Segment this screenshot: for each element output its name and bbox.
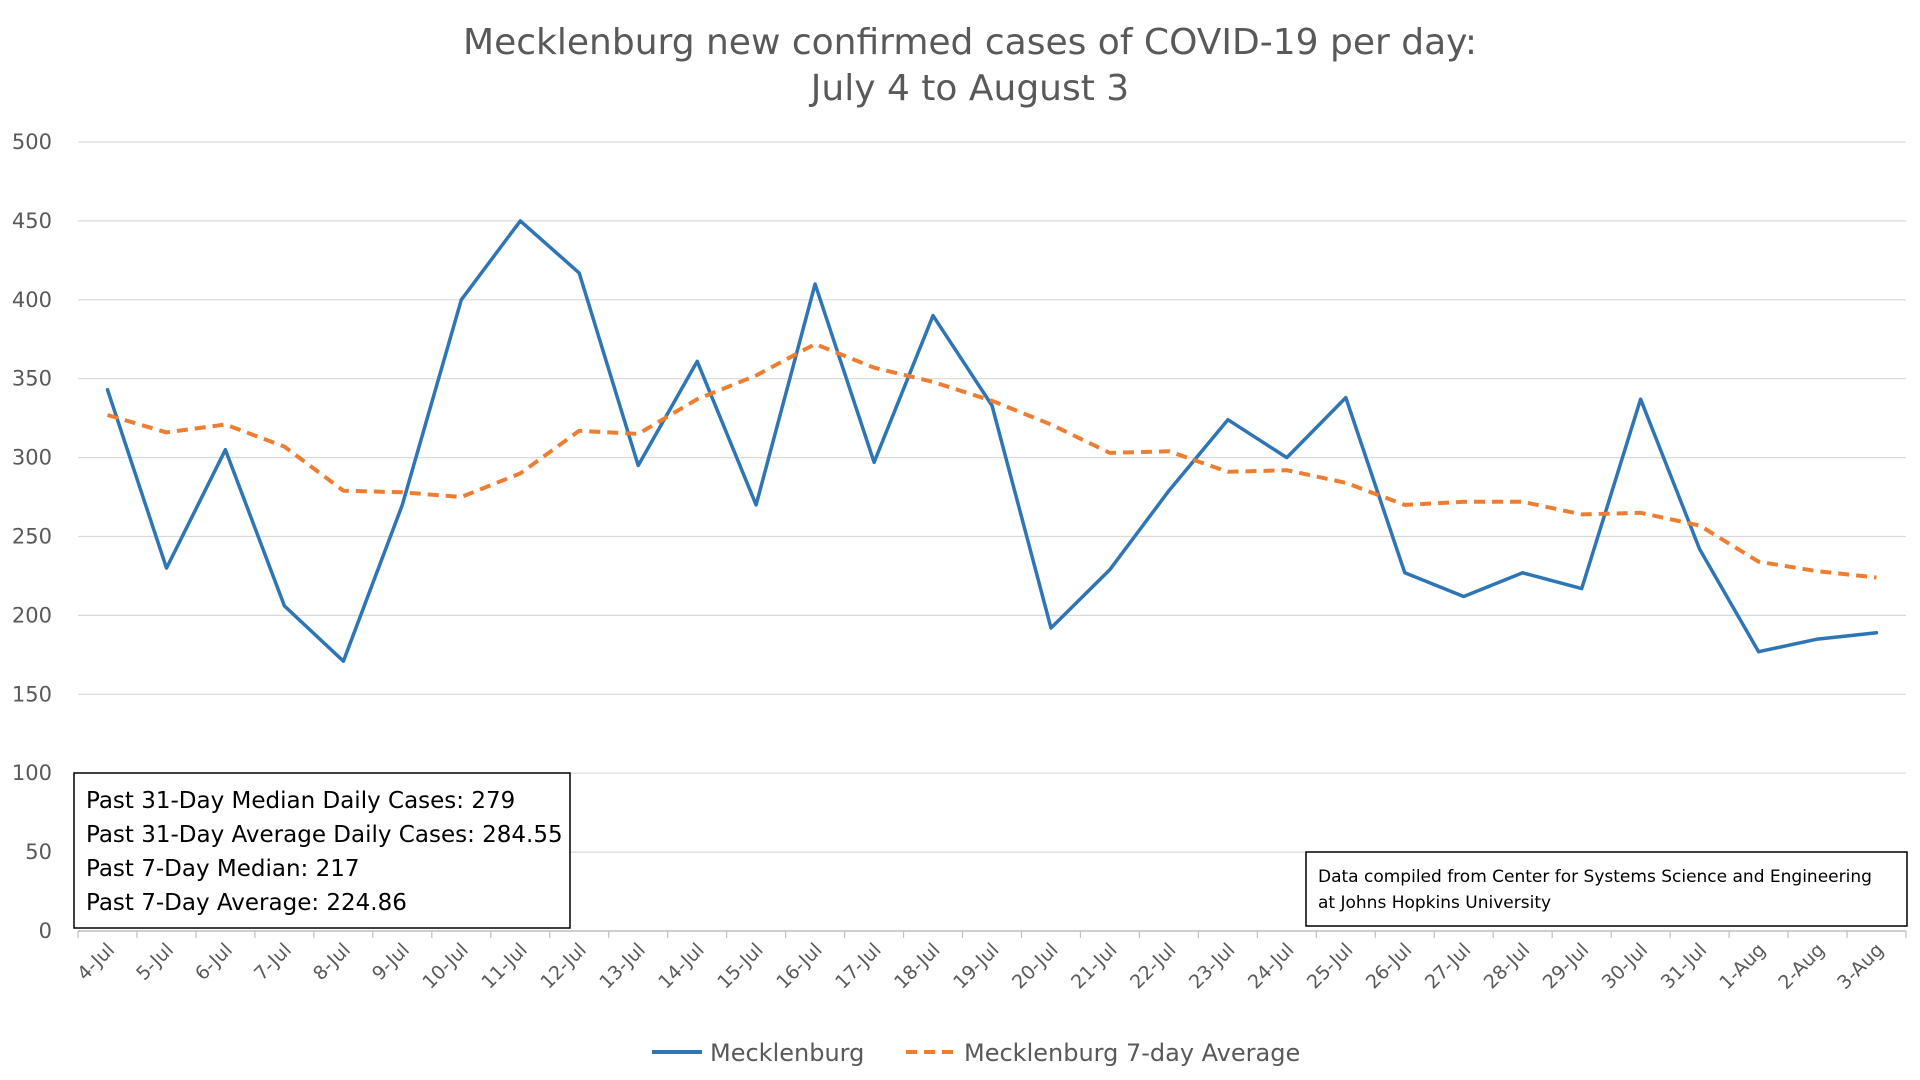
x-tick-label-5-Jul: 5-Jul bbox=[132, 939, 178, 985]
x-tick-label-20-Jul: 20-Jul bbox=[1008, 939, 1062, 993]
source-line-2: at Johns Hopkins University bbox=[1318, 893, 1551, 913]
series-line-mecklenburg-7day-average bbox=[106, 342, 1877, 580]
x-tick-label-10-Jul: 10-Jul bbox=[418, 939, 472, 993]
stats-line-1: Past 31-Day Median Daily Cases: 279 bbox=[86, 788, 515, 814]
legend: Mecklenburg Mecklenburg 7-day Average bbox=[652, 1039, 1300, 1067]
x-tick-label-11-Jul: 11-Jul bbox=[477, 939, 531, 993]
y-tick-label-100: 100 bbox=[12, 761, 52, 785]
y-tick-label-250: 250 bbox=[12, 525, 52, 549]
y-tick-label-300: 300 bbox=[12, 446, 52, 470]
x-tick-label-17-Jul: 17-Jul bbox=[831, 939, 885, 993]
source-line-1: Data compiled from Center for Systems Sc… bbox=[1318, 867, 1872, 887]
y-tick-label-0: 0 bbox=[39, 919, 52, 943]
x-tick-label-9-Jul: 9-Jul bbox=[368, 939, 414, 985]
x-tick-label-28-Jul: 28-Jul bbox=[1480, 939, 1534, 993]
chart-title: Mecklenburg new confirmed cases of COVID… bbox=[463, 22, 1477, 63]
y-tick-label-200: 200 bbox=[12, 603, 52, 627]
x-tick-label-31-Jul: 31-Jul bbox=[1657, 939, 1711, 993]
source-box-border bbox=[1305, 851, 1908, 927]
stats-box: Past 31-Day Median Daily Cases: 279 Past… bbox=[73, 772, 571, 929]
x-tick-label-12-Jul: 12-Jul bbox=[536, 939, 590, 993]
x-tick-label-18-Jul: 18-Jul bbox=[890, 939, 944, 993]
stats-line-3: Past 7-Day Median: 217 bbox=[86, 856, 360, 882]
y-axis: 0 50 100 150 200 250 300 350 400 450 500 bbox=[12, 130, 52, 943]
chart-subtitle: July 4 to August 3 bbox=[809, 68, 1129, 109]
legend-label-mecklenburg: Mecklenburg bbox=[710, 1039, 864, 1067]
x-tick-label-29-Jul: 29-Jul bbox=[1539, 939, 1593, 993]
y-tick-label-350: 350 bbox=[12, 367, 52, 391]
x-tick-label-23-Jul: 23-Jul bbox=[1185, 939, 1239, 993]
stats-line-4: Past 7-Day Average: 224.86 bbox=[86, 890, 407, 916]
x-tick-label-26-Jul: 26-Jul bbox=[1362, 939, 1416, 993]
x-tick-label-30-Jul: 30-Jul bbox=[1598, 939, 1652, 993]
x-tick-label-21-Jul: 21-Jul bbox=[1067, 939, 1121, 993]
y-tick-label-400: 400 bbox=[12, 288, 52, 312]
source-box: Data compiled from Center for Systems Sc… bbox=[1305, 851, 1908, 927]
x-tick-label-14-Jul: 14-Jul bbox=[654, 939, 708, 993]
stats-box-border bbox=[73, 772, 571, 929]
x-tick-label-16-Jul: 16-Jul bbox=[772, 939, 826, 993]
x-tick-label-19-Jul: 19-Jul bbox=[949, 939, 1003, 993]
y-tick-label-500: 500 bbox=[12, 130, 52, 154]
x-tick-label-25-Jul: 25-Jul bbox=[1303, 939, 1357, 993]
y-tick-label-150: 150 bbox=[12, 682, 52, 706]
x-tick-label-3-Aug: 3-Aug bbox=[1833, 939, 1888, 994]
series-lines bbox=[105, 219, 1879, 663]
x-tick-label-27-Jul: 27-Jul bbox=[1421, 939, 1475, 993]
x-tick-label-8-Jul: 8-Jul bbox=[309, 939, 355, 985]
x-tick-label-6-Jul: 6-Jul bbox=[191, 939, 237, 985]
y-tick-label-450: 450 bbox=[12, 209, 52, 233]
y-tick-label-50: 50 bbox=[25, 840, 52, 864]
stats-line-2: Past 31-Day Average Daily Cases: 284.55 bbox=[86, 822, 563, 848]
x-tick-label-1-Aug: 1-Aug bbox=[1715, 939, 1770, 994]
series-line-mecklenburg bbox=[105, 219, 1879, 663]
x-tick-label-15-Jul: 15-Jul bbox=[713, 939, 767, 993]
x-tick-label-22-Jul: 22-Jul bbox=[1126, 939, 1180, 993]
x-tick-label-24-Jul: 24-Jul bbox=[1244, 939, 1298, 993]
x-axis: 4-Jul 5-Jul 6-Jul 7-Jul 8-Jul 9-Jul 10-Jul 11-J… bbox=[73, 931, 1907, 994]
x-tick-label-13-Jul: 13-Jul bbox=[595, 939, 649, 993]
x-tick-label-4-Jul: 4-Jul bbox=[73, 939, 119, 985]
x-tick-label-7-Jul: 7-Jul bbox=[250, 939, 296, 985]
legend-label-7day-average: Mecklenburg 7-day Average bbox=[964, 1039, 1300, 1067]
x-tick-label-2-Aug: 2-Aug bbox=[1774, 939, 1829, 994]
